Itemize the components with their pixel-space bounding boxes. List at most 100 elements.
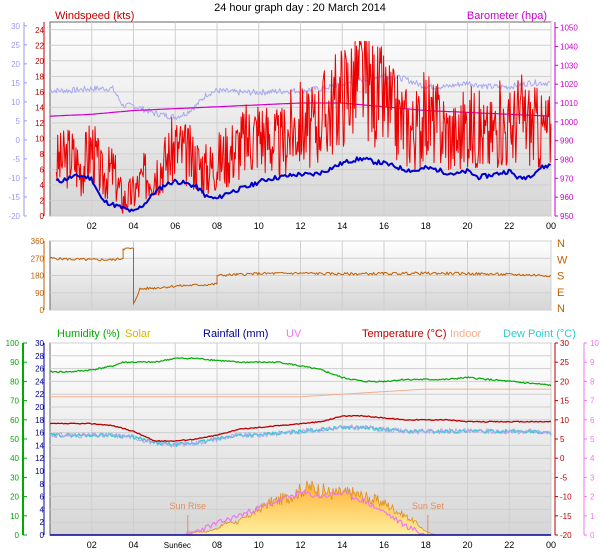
y-tick-label: 1040 <box>560 42 578 51</box>
legend-label: Indoor <box>450 328 482 340</box>
y-tick-label: -15 <box>560 512 572 521</box>
y-tick-label: 16 <box>35 88 44 97</box>
y-tick-label: 270 <box>31 254 45 263</box>
y-tick-label: 6 <box>40 165 45 174</box>
y-tick-label: 960 <box>560 193 574 202</box>
legend-label: Rainfall (mm) <box>203 328 268 340</box>
x-tick-label: 10 <box>254 540 264 550</box>
axis-label: Barometer (hpa) <box>467 10 547 22</box>
y-tick-label: 2 <box>40 196 45 205</box>
y-tick-label: 6 <box>40 493 45 502</box>
x-tick-label: 20 <box>462 221 472 231</box>
y-tick-label: 1000 <box>560 118 578 127</box>
y-tick-label: 22 <box>35 41 44 50</box>
x-tick-label: 02 <box>87 221 97 231</box>
y-tick-label: 30 <box>10 473 19 482</box>
y-tick-label: 20 <box>35 403 44 412</box>
compass-label: S <box>557 271 564 283</box>
y-tick-label: 1050 <box>560 24 578 33</box>
series-uv <box>185 490 425 536</box>
y-tick-label: 7 <box>590 397 595 406</box>
y-tick-label: 90 <box>10 358 19 367</box>
series-wind-average <box>55 156 551 213</box>
x-tick-label: 12 <box>295 221 305 231</box>
y-tick-label: 80 <box>10 377 19 386</box>
y-tick-label: 12 <box>35 119 44 128</box>
y-tick-label: 5 <box>560 435 565 444</box>
y-tick-label: 100 <box>6 339 20 348</box>
x-tick-label: 14 <box>337 221 347 231</box>
axis-label: Windspeed (kts) <box>55 10 134 22</box>
compass-label: E <box>557 287 564 299</box>
y-tick-label: 26 <box>35 365 44 374</box>
series-wind-direction <box>49 247 551 305</box>
x-tick-label: 00 <box>546 540 556 550</box>
y-tick-label: 60 <box>10 416 19 425</box>
y-tick-label: 10 <box>560 416 569 425</box>
y-tick-label: 180 <box>31 272 45 281</box>
y-tick-label: 3 <box>590 473 595 482</box>
y-tick-label: 30 <box>35 339 44 348</box>
y-tick-label: 10 <box>10 512 19 521</box>
y-tick-label: 0 <box>15 531 20 540</box>
y-tick-label: -20 <box>8 212 20 221</box>
y-tick-label: 12 <box>35 454 44 463</box>
y-tick-label: 2 <box>40 518 45 527</box>
x-tick-label: 22 <box>504 540 514 550</box>
y-tick-label: 70 <box>10 397 19 406</box>
y-tick-label: 50 <box>10 435 19 444</box>
y-tick-label: 980 <box>560 155 574 164</box>
y-tick-label: 970 <box>560 174 574 183</box>
y-tick-label: 18 <box>35 72 44 81</box>
y-tick-label: 25 <box>560 358 569 367</box>
y-tick-label: 14 <box>35 103 44 112</box>
y-tick-label: 5 <box>16 117 21 126</box>
x-tick-label: 22 <box>504 221 514 231</box>
x-tick-label: 00 <box>546 221 556 231</box>
y-tick-label: 8 <box>40 150 45 159</box>
y-tick-label: 10 <box>11 98 20 107</box>
y-tick-label: 9 <box>590 358 595 367</box>
y-tick-label: 22 <box>35 390 44 399</box>
y-tick-label: -5 <box>13 155 21 164</box>
x-tick-label: 08 <box>212 221 222 231</box>
legend-label: Dew Point (°C) <box>503 328 576 340</box>
y-tick-label: 990 <box>560 137 574 146</box>
y-tick-label: 950 <box>560 212 574 221</box>
y-tick-label: 2 <box>590 493 595 502</box>
y-tick-label: 0 <box>560 454 565 463</box>
legend-label: UV <box>286 328 302 340</box>
x-tick-label: 08 <box>212 540 222 550</box>
x-tick-label: 10 <box>254 221 264 231</box>
y-tick-label: 20 <box>35 57 44 66</box>
y-tick-label: 1010 <box>560 99 578 108</box>
y-tick-label: 24 <box>35 26 44 35</box>
legend-label: Humidity (%) <box>57 328 120 340</box>
x-tick-label: 02 <box>87 540 97 550</box>
y-tick-label: 1 <box>590 512 595 521</box>
compass-label: W <box>557 254 568 266</box>
y-tick-label: -10 <box>8 174 20 183</box>
x-tick-label: 18 <box>421 540 431 550</box>
x-tick-label: 16 <box>379 540 389 550</box>
y-tick-label: 20 <box>11 60 20 69</box>
y-tick-label: -15 <box>8 193 20 202</box>
legend-label: Solar <box>125 328 151 340</box>
legend-label: Temperature (°C) <box>362 328 446 340</box>
y-tick-label: 0 <box>40 212 45 221</box>
y-tick-label: 30 <box>11 22 20 31</box>
y-tick-label: 10 <box>590 339 599 348</box>
series-indoor <box>50 388 551 398</box>
x-tick-label: Sun6ec <box>164 541 191 550</box>
compass-label: N <box>557 303 565 315</box>
y-tick-label: 90 <box>35 289 44 298</box>
y-tick-label: 4 <box>590 454 595 463</box>
y-tick-label: 25 <box>11 41 20 50</box>
y-tick-label: 0 <box>590 531 595 540</box>
y-tick-label: -20 <box>560 531 572 540</box>
x-tick-label: 20 <box>462 540 472 550</box>
x-tick-label: 04 <box>128 221 138 231</box>
page-title: 24 hour graph day : 20 March 2014 <box>214 2 386 14</box>
x-tick-label: 14 <box>337 540 347 550</box>
